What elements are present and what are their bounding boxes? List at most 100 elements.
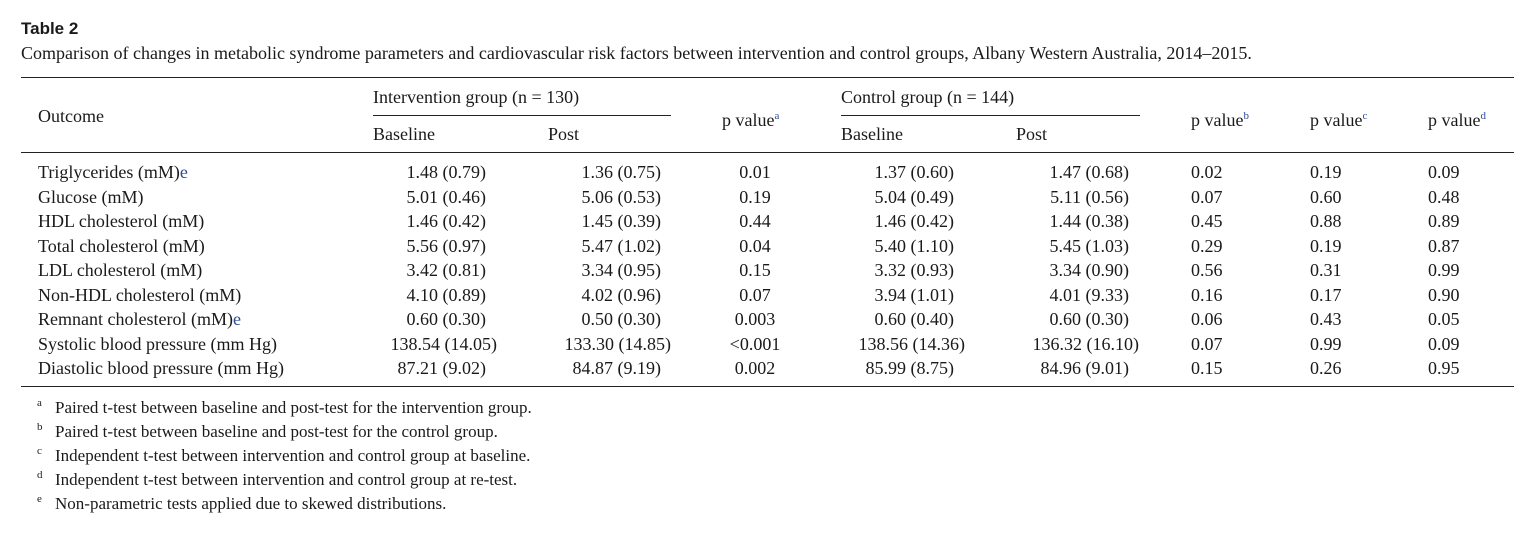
ctl-baseline-cell: 1.37 (0.60) — [874, 162, 955, 182]
outcome-cell: Systolic blood pressure (mm Hg) — [38, 333, 277, 354]
p-b-cell: 0.56 — [1191, 260, 1223, 280]
outcome-cell: LDL cholesterol (mM) — [38, 260, 203, 280]
table-row: LDL cholesterol (mM) 3.42 (0.81) 3.34 (0… — [0, 259, 1535, 283]
p-c-cell: 0.60 — [1310, 186, 1342, 207]
p-a-cell: 0.15 — [739, 260, 771, 280]
int-baseline-cell: 5.01 (0.46) — [406, 186, 487, 207]
p-a-cell: 0.002 — [734, 358, 776, 378]
header-int-post: Post — [548, 124, 580, 144]
outcome-cell: Diastolic blood pressure (mm Hg) — [38, 358, 284, 378]
int-post-cell: 5.47 (1.02) — [581, 235, 662, 256]
header-outcome: Outcome — [38, 106, 104, 126]
int-post-cell: 3.34 (0.95) — [581, 260, 662, 280]
header-control-group: Control group (n = 144) — [841, 87, 1015, 107]
control-rule — [841, 115, 1140, 116]
top-rule — [21, 77, 1514, 78]
p-c-cell: 0.19 — [1310, 235, 1342, 256]
p-b-cell: 0.07 — [1191, 333, 1223, 354]
ctl-baseline-cell: 138.56 (14.36) — [858, 333, 966, 354]
ctl-baseline-cell: 3.32 (0.93) — [874, 260, 955, 280]
p-d-cell: 0.89 — [1428, 211, 1460, 231]
p-d-cell: 0.05 — [1428, 309, 1460, 329]
footnote: b Paired t-test between baseline and post… — [37, 421, 498, 441]
table-row: HDL cholesterol (mM) 1.46 (0.42) 1.45 (0… — [0, 210, 1535, 234]
table-row: Diastolic blood pressure (mm Hg) 87.21 (… — [0, 357, 1535, 381]
p-a-cell: 0.19 — [739, 186, 771, 207]
p-d-cell: 0.87 — [1428, 235, 1460, 256]
p-c-cell: 0.43 — [1310, 309, 1342, 329]
footnote: d Independent t-test between intervention… — [37, 469, 518, 489]
p-b-cell: 0.29 — [1191, 235, 1223, 256]
int-baseline-cell: 1.48 (0.79) — [406, 162, 487, 182]
p-d-cell: 0.48 — [1428, 186, 1460, 207]
header-p-value-d: p valued — [1428, 110, 1486, 130]
p-a-cell: <0.001 — [729, 333, 781, 354]
int-baseline-cell: 4.10 (0.89) — [406, 284, 487, 305]
int-baseline-cell: 87.21 (9.02) — [397, 358, 487, 378]
ctl-post-cell: 1.44 (0.38) — [1049, 211, 1130, 231]
outcome-cell: Triglycerides (mM)e — [38, 162, 188, 182]
int-post-cell: 0.50 (0.30) — [581, 309, 662, 329]
ctl-post-cell: 84.96 (9.01) — [1040, 358, 1130, 378]
int-baseline-cell: 3.42 (0.81) — [406, 260, 487, 280]
outcome-cell: Remnant cholesterol (mM)e — [38, 309, 241, 329]
ctl-post-cell: 136.32 (16.10) — [1032, 333, 1140, 354]
int-post-cell: 1.45 (0.39) — [581, 211, 662, 231]
table-caption: Comparison of changes in metabolic syndr… — [21, 43, 1252, 63]
int-post-cell: 133.30 (14.85) — [564, 333, 672, 354]
ctl-baseline-cell: 3.94 (1.01) — [874, 284, 955, 305]
intervention-rule — [373, 115, 671, 116]
table-row: Non-HDL cholesterol (mM) 4.10 (0.89) 4.0… — [0, 284, 1535, 308]
p-a-cell: 0.44 — [739, 211, 771, 231]
p-b-cell: 0.15 — [1191, 358, 1223, 378]
ctl-post-cell: 4.01 (9.33) — [1049, 284, 1130, 305]
p-a-cell: 0.04 — [739, 235, 771, 256]
footnote: a Paired t-test between baseline and post… — [37, 397, 532, 417]
header-p-value-a: p valuea — [722, 110, 780, 130]
outcome-cell: HDL cholesterol (mM) — [38, 211, 205, 231]
p-c-cell: 0.99 — [1310, 333, 1342, 354]
int-post-cell: 84.87 (9.19) — [572, 358, 662, 378]
ctl-post-cell: 0.60 (0.30) — [1049, 309, 1130, 329]
outcome-cell: Glucose (mM) — [38, 186, 144, 207]
header-rule — [21, 152, 1514, 153]
ctl-baseline-cell: 5.40 (1.10) — [874, 235, 955, 256]
header-intervention-group: Intervention group (n = 130) — [373, 87, 580, 107]
p-c-cell: 0.26 — [1310, 358, 1342, 378]
ctl-post-cell: 5.11 (0.56) — [1050, 186, 1129, 207]
header-int-baseline: Baseline — [373, 124, 435, 144]
p-c-cell: 0.19 — [1310, 162, 1342, 182]
p-b-cell: 0.07 — [1191, 186, 1223, 207]
outcome-cell: Non-HDL cholesterol (mM) — [38, 284, 242, 305]
p-c-cell: 0.31 — [1310, 260, 1342, 280]
int-post-cell: 5.06 (0.53) — [581, 186, 662, 207]
p-a-cell: 0.07 — [739, 284, 771, 305]
header-p-value-c: p valuec — [1310, 110, 1368, 130]
footnote: c Independent t-test between intervention… — [37, 445, 531, 465]
p-d-cell: 0.95 — [1428, 358, 1460, 378]
p-d-cell: 0.90 — [1428, 284, 1460, 305]
p-b-cell: 0.06 — [1191, 309, 1223, 329]
footnote: e Non-parametric tests applied due to ske… — [37, 493, 447, 513]
p-a-cell: 0.003 — [734, 309, 776, 329]
header-ctl-post: Post — [1016, 124, 1048, 144]
p-a-cell: 0.01 — [739, 162, 771, 182]
outcome-cell: Total cholesterol (mM) — [38, 235, 205, 256]
table-row: Total cholesterol (mM) 5.56 (0.97) 5.47 … — [0, 235, 1535, 259]
int-post-cell: 4.02 (0.96) — [581, 284, 662, 305]
p-c-cell: 0.88 — [1310, 211, 1342, 231]
p-b-cell: 0.16 — [1191, 284, 1223, 305]
p-d-cell: 0.99 — [1428, 260, 1460, 280]
int-baseline-cell: 1.46 (0.42) — [406, 211, 487, 231]
p-d-cell: 0.09 — [1428, 333, 1460, 354]
p-b-cell: 0.45 — [1191, 211, 1223, 231]
int-post-cell: 1.36 (0.75) — [581, 162, 662, 182]
ctl-baseline-cell: 5.04 (0.49) — [874, 186, 955, 207]
int-baseline-cell: 0.60 (0.30) — [406, 309, 487, 329]
table-row: Glucose (mM) 5.01 (0.46) 5.06 (0.53) 0.1… — [0, 186, 1535, 210]
p-d-cell: 0.09 — [1428, 162, 1460, 182]
ctl-baseline-cell: 1.46 (0.42) — [874, 211, 955, 231]
bottom-rule — [21, 386, 1514, 387]
ctl-post-cell: 1.47 (0.68) — [1049, 162, 1130, 182]
ctl-baseline-cell: 85.99 (8.75) — [865, 358, 955, 378]
